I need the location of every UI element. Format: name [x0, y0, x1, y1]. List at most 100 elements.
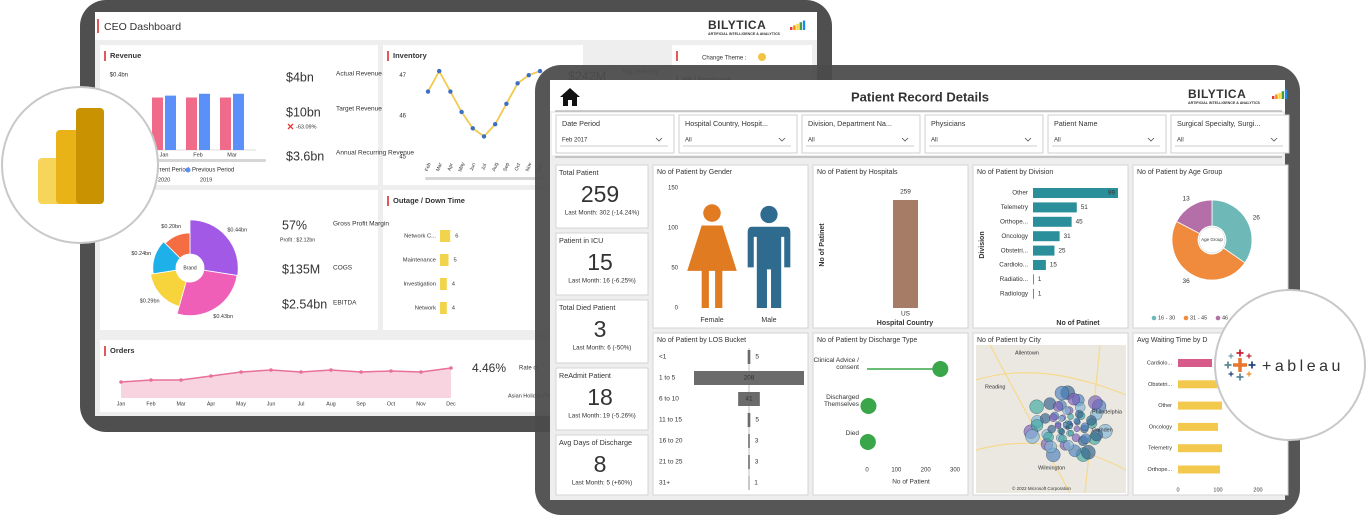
map-bubble [1043, 431, 1054, 443]
change-icon [287, 123, 294, 130]
donut-hole [1198, 226, 1226, 254]
kpi-comparison: Last Month: 5 (+60%) [572, 480, 632, 487]
panel-title: Outage / Down Time [393, 196, 465, 205]
donut-center: Age Group [1201, 237, 1223, 242]
panel-accent [387, 51, 389, 61]
value-label: 25 [1058, 247, 1066, 254]
filter-label: Date Period [562, 119, 600, 128]
x-tick-label: 200 [1253, 487, 1262, 493]
kpi-title: Total Patient [559, 168, 599, 177]
marker [389, 369, 393, 373]
y-tick-label: 16 to 20 [659, 438, 683, 445]
map-bubble [1049, 413, 1058, 422]
area [121, 368, 451, 398]
map-place: Philadelphia [1092, 409, 1123, 415]
kpi-label: Annual Recurring Revenue [336, 150, 414, 157]
tableau-logo [1248, 371, 1250, 377]
panel-title: No of Patient by Hospitals [817, 169, 898, 176]
value-label: 3 [755, 459, 759, 466]
y-tick-label: Cardiolo... [999, 262, 1028, 269]
marker [329, 368, 333, 372]
y-tick-label: 45 [399, 154, 406, 160]
logo-bar [796, 23, 799, 30]
x-axis-label: No of Patient [892, 479, 930, 486]
bar [1033, 245, 1055, 256]
y-tick-label: Died [846, 430, 859, 437]
panel-title: Avg Waiting Time by D [1137, 337, 1207, 344]
x-tick-label: Male [761, 317, 776, 324]
theme-icon [758, 53, 766, 61]
kpi-title: Total Died Patient [559, 303, 615, 312]
x-tick-label: 100 [1213, 487, 1222, 493]
y-tick-label: Other [1158, 403, 1172, 409]
kpi-comparison: Last Month: 19 (-5.26%) [568, 413, 636, 420]
map-copyright: © 2022 Microsoft Corporation [1012, 485, 1071, 491]
map-bubble [1080, 422, 1090, 431]
x-tick-label: Jan [117, 401, 126, 407]
bar [1178, 444, 1222, 453]
kpi-value: 18 [587, 384, 613, 410]
marker [425, 89, 431, 94]
slice [1176, 199, 1213, 235]
kpi-label: EBITDA [333, 300, 357, 307]
slice [176, 269, 238, 317]
powerbi-logo [56, 130, 82, 204]
filter-value: All [808, 138, 815, 144]
panel-title: No of Patient by Age Group [1137, 169, 1222, 176]
bar [738, 392, 760, 406]
slice-label: 13 [1182, 196, 1190, 203]
legend-label: Current Period [150, 168, 189, 174]
marker [269, 368, 273, 372]
x-tick-label: Mar [227, 152, 237, 158]
kpi-card [555, 164, 649, 229]
bar [186, 97, 197, 150]
bar [1033, 274, 1034, 285]
bar [748, 455, 750, 469]
bar [1033, 216, 1072, 227]
y-tick-label: 0 [675, 306, 679, 312]
legend-label: 31 - 45 [1190, 315, 1207, 321]
value-label: 1 [1038, 290, 1042, 297]
x-tick-label: Aug [491, 162, 500, 173]
kpi-title: ReAdmit Patient [559, 371, 611, 380]
x-tick-label: 100 [891, 468, 902, 474]
bar [220, 97, 231, 150]
y-tick-label: Telemetry [1148, 446, 1172, 452]
map-bubble [1067, 413, 1074, 420]
x-tick-label: US [901, 311, 911, 318]
y-tick-label: Telemetry [1001, 204, 1029, 211]
map-place: Wilmington [1038, 465, 1065, 471]
kpi-label: Target Revenue [336, 106, 382, 113]
kpi-value: $3.6bn [286, 149, 324, 163]
bar [1178, 401, 1222, 410]
panel-title: No of Patient by Gender [657, 169, 733, 176]
x-tick-label: Female [700, 317, 723, 324]
marker [299, 370, 303, 374]
panel-title: No of Patient by City [977, 337, 1041, 344]
powerbi-logo [76, 108, 104, 204]
y-tick-label: Oncology [1149, 424, 1172, 430]
marker [119, 380, 123, 384]
value-label: 5 [454, 258, 457, 264]
panel [100, 190, 378, 330]
slice-label: 26 [1253, 214, 1261, 221]
map-road [989, 344, 1071, 494]
x-tick-label: Oct [514, 162, 523, 172]
tableau-logo [1230, 353, 1232, 359]
panel-title: Revenue [110, 51, 141, 60]
filter-box [555, 114, 675, 154]
bar [1033, 202, 1077, 213]
marker [448, 89, 453, 94]
value-label: 5 [755, 354, 759, 361]
marker [504, 101, 509, 106]
chart-panel [652, 164, 809, 329]
slice-label: $0.24bn [131, 251, 151, 257]
value-label: 5 [755, 417, 759, 424]
y-tick-label: Clinical Advice / consent [813, 357, 859, 371]
map-bubble [1063, 440, 1074, 451]
slice [1171, 220, 1246, 281]
bar [748, 476, 750, 490]
y-axis-label: Division [979, 231, 986, 258]
kpi-value: 8 [594, 451, 607, 477]
